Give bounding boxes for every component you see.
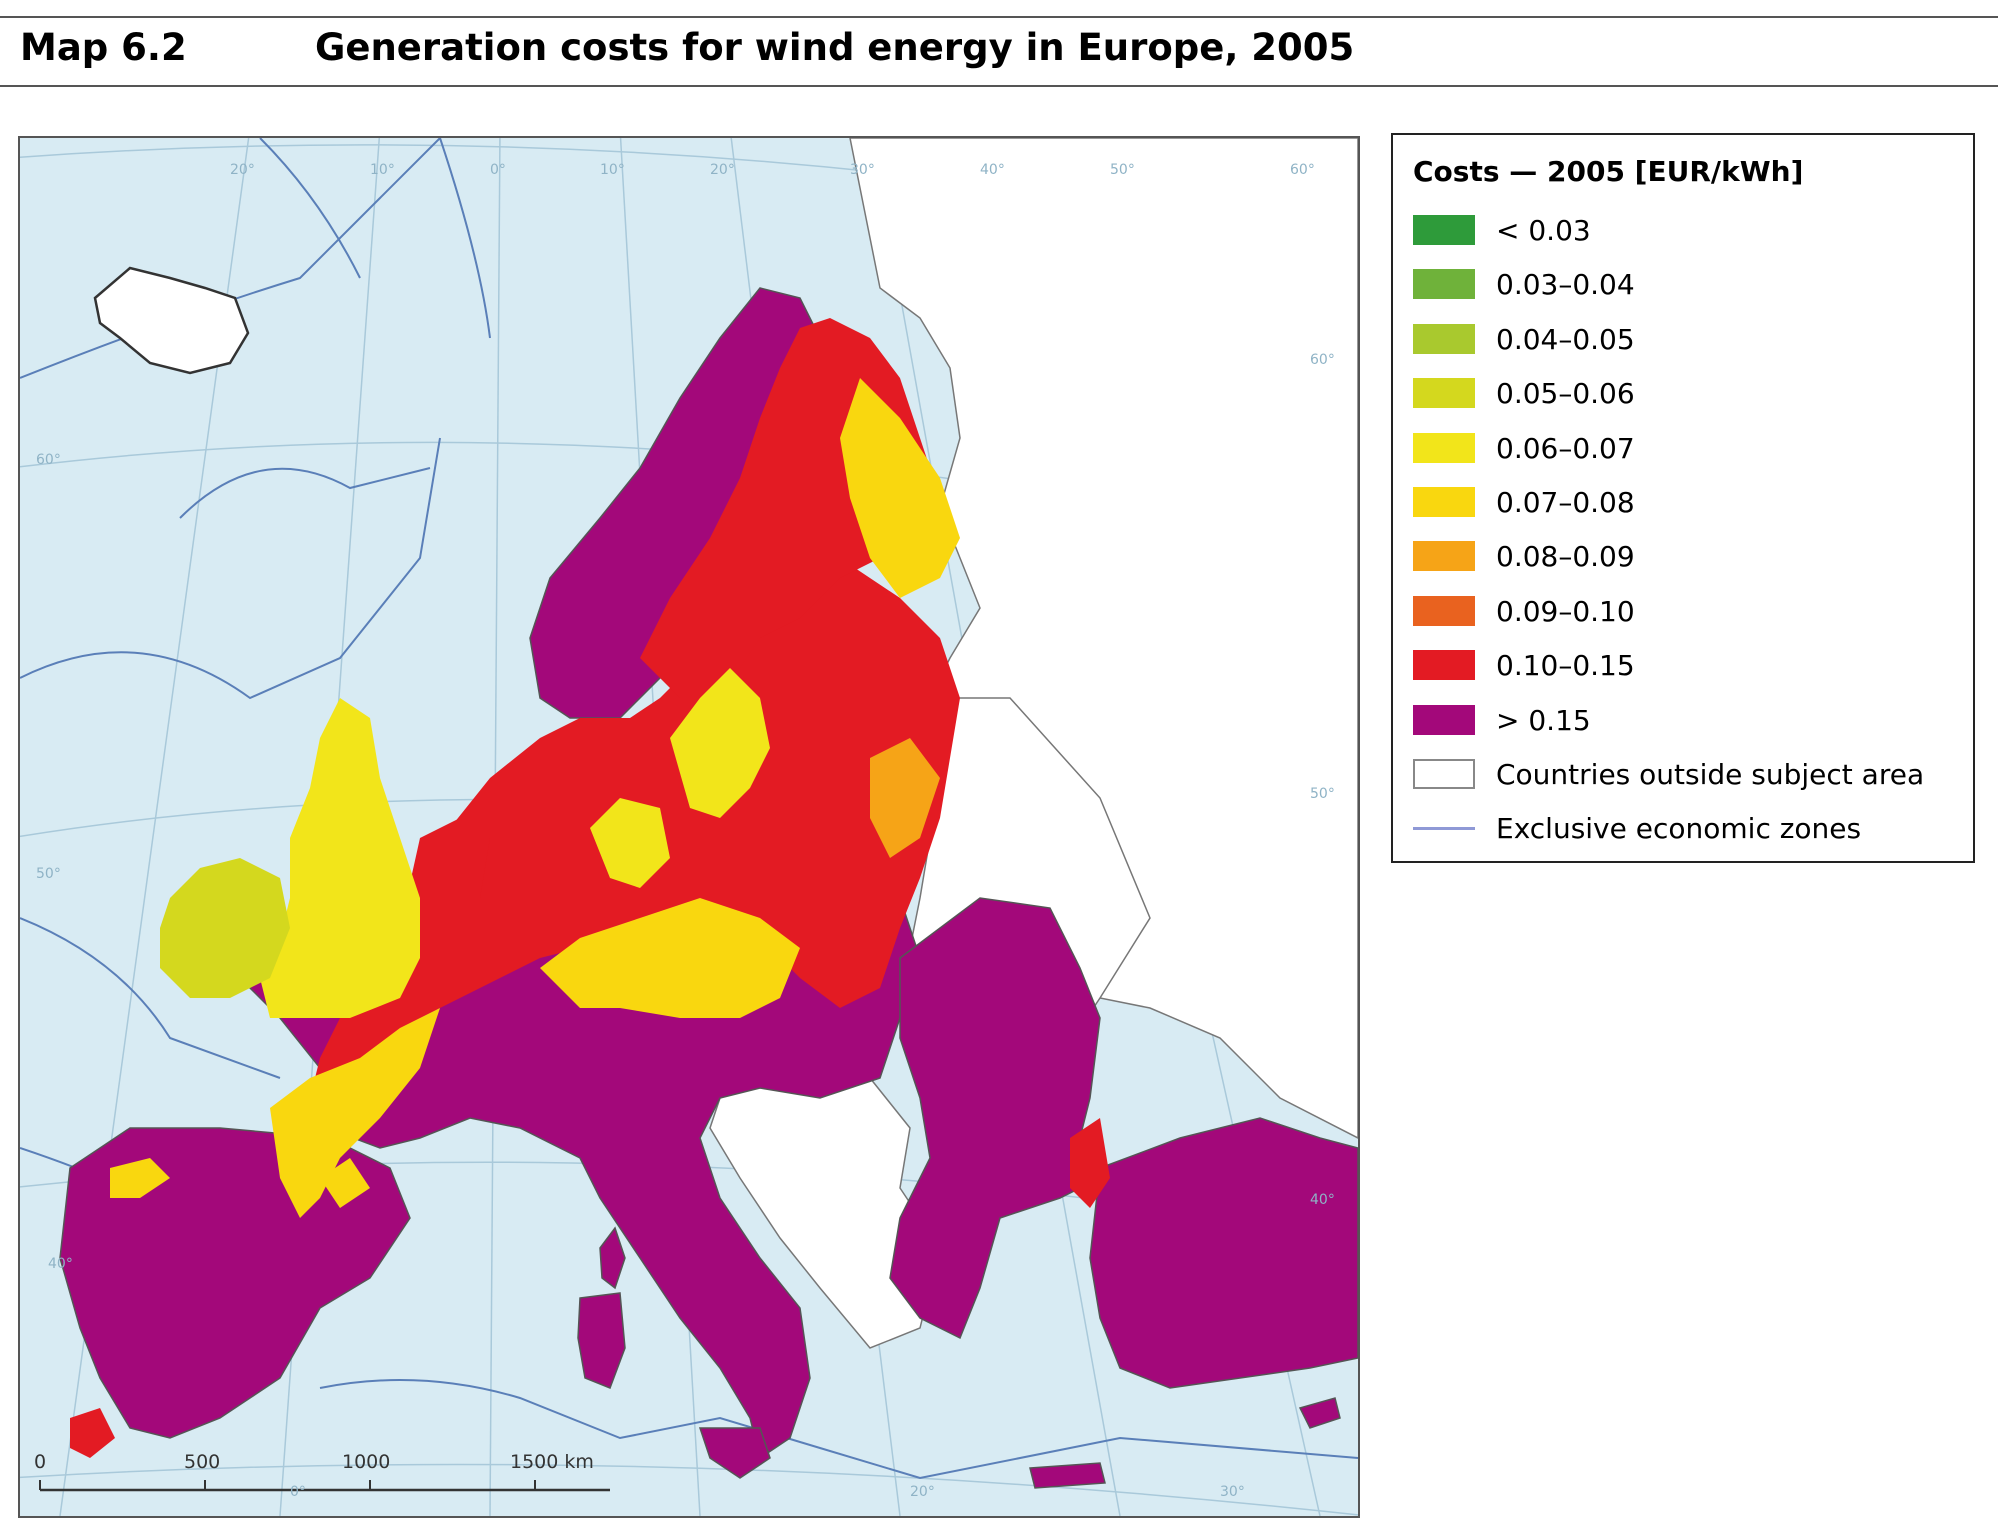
map-title: Generation costs for wind energy in Euro… — [315, 26, 1355, 69]
graticule-label: 60° — [1310, 352, 1335, 368]
turkey-cost-region — [1089, 1117, 1358, 1389]
graticule-label: 0° — [490, 162, 506, 178]
graticule-label: 40° — [48, 1256, 73, 1272]
yellow-band-denmark — [590, 798, 670, 888]
legend-label: 0.10–0.15 — [1496, 649, 1635, 683]
yellow-band-northern-france — [320, 1158, 370, 1208]
yellow-band-iberia-north — [110, 1158, 170, 1198]
scale-label-500: 500 — [184, 1451, 220, 1473]
yellow-band-germany-poland — [540, 898, 800, 1018]
yellow-band-sweden — [670, 668, 770, 818]
sardinia-cost-region — [577, 1292, 626, 1389]
legend-label: 0.07–0.08 — [1496, 486, 1635, 519]
scale-label-1000: 1000 — [342, 1451, 390, 1473]
legend-label: 0.08–0.09 — [1496, 540, 1635, 574]
graticule-label: 0° — [290, 1484, 306, 1500]
graticule-parallel-30 — [20, 1463, 1358, 1516]
legend-item: Exclusive economic zones — [1413, 811, 1973, 847]
yellow-band-ireland — [160, 858, 290, 998]
legend-swatch — [1413, 432, 1475, 463]
eez-line — [20, 917, 281, 1079]
graticule-label: 20° — [910, 1484, 935, 1500]
graticule-label: 60° — [1290, 162, 1315, 178]
top-rule — [0, 16, 1998, 18]
legend-label: 0.03–0.04 — [1496, 268, 1635, 302]
legend-label: 0.05–0.06 — [1496, 377, 1635, 411]
map-number: Map 6.2 — [20, 26, 187, 69]
eez-line — [319, 1379, 1358, 1480]
legend-swatch — [1413, 215, 1475, 245]
iceland-landmass — [93, 266, 250, 375]
graticule-label: 40° — [1310, 1192, 1335, 1208]
graticule-label: 10° — [600, 162, 625, 178]
graticule-label: 20° — [230, 162, 255, 178]
graticule-labels: 20° 10° 0° 10° 20° 30° 40° 50° 60° 60° 6… — [36, 162, 1335, 1500]
scale-bar: 0 500 1000 1500 km — [34, 1451, 610, 1492]
red-band-low-countries — [400, 818, 490, 958]
bottom-rule — [0, 85, 1998, 87]
legend-label: > 0.15 — [1496, 703, 1591, 737]
legend-item: 0.04–0.05 — [1413, 322, 1973, 358]
graticule-label: 30° — [1220, 1484, 1245, 1500]
yellow-band-france-west — [270, 1008, 440, 1218]
eez-line — [439, 138, 491, 339]
legend-item: Countries outside subject area — [1413, 757, 1973, 793]
legend-item: 0.09–0.10 — [1413, 594, 1973, 630]
eez-line — [179, 467, 431, 519]
legend-item: 0.05–0.06 — [1413, 376, 1973, 412]
legend-item: 0.06–0.07 — [1413, 431, 1973, 467]
graticule-label: 10° — [370, 162, 395, 178]
legend-label: 0.04–0.05 — [1496, 322, 1635, 356]
graticule-label: 50° — [36, 866, 61, 882]
yellow-band-finland — [840, 378, 960, 598]
graticule-label: 20° — [710, 162, 735, 178]
map-panel[interactable]: 0 500 1000 1500 km 20° 10° 0° 10° 20° 30… — [18, 136, 1360, 1518]
graticule-label: 50° — [1110, 162, 1135, 178]
corsica-cost-region — [599, 1226, 626, 1290]
yellow-band-british-isles — [260, 698, 420, 1018]
europe-map: 0 500 1000 1500 km 20° 10° 0° 10° 20° 30… — [20, 138, 1358, 1516]
legend-item: 0.10–0.15 — [1413, 648, 1973, 684]
legend-label: < 0.03 — [1496, 214, 1591, 247]
legend-label: 0.09–0.10 — [1496, 594, 1635, 628]
legend-label: Countries outside subject area — [1496, 758, 1925, 791]
legend-swatch — [1413, 595, 1475, 626]
sicily-cost-region — [698, 1427, 771, 1479]
yellow-band-baltic — [870, 738, 940, 858]
outside-subject-area — [709, 138, 1358, 1349]
legend-swatch — [1413, 323, 1475, 354]
graticule-label: 30° — [850, 162, 875, 178]
cyprus-cost-region — [1298, 1397, 1341, 1429]
legend-item: < 0.03 — [1413, 213, 1973, 249]
eez-line — [20, 437, 441, 700]
graticule-label: 60° — [36, 452, 61, 468]
eez-line — [259, 138, 361, 279]
legend-swatch — [1413, 650, 1475, 681]
legend-panel: Costs — 2005 [EUR/kWh] < 0.03 0.03–0.04 0.… — [1391, 133, 1975, 863]
cost-band-yellow — [110, 378, 960, 1218]
legend-swatch — [1413, 704, 1475, 735]
legend-eez-line — [1413, 827, 1475, 831]
scale-label-0: 0 — [34, 1451, 46, 1473]
crete-cost-region — [1029, 1462, 1106, 1489]
legend-swatch — [1413, 269, 1475, 300]
red-band-black-sea-coast — [1070, 1118, 1110, 1208]
graticule-label: 40° — [980, 162, 1005, 178]
legend-title: Costs — 2005 [EUR/kWh] — [1413, 155, 1804, 188]
legend-swatch — [1413, 487, 1475, 517]
legend-item: > 0.15 — [1413, 703, 1973, 739]
graticule-label: 50° — [1310, 786, 1335, 802]
legend-item: 0.07–0.08 — [1413, 485, 1973, 521]
legend-swatch — [1413, 541, 1475, 572]
scale-label-1500: 1500 km — [510, 1451, 594, 1473]
legend-label: Exclusive economic zones — [1496, 812, 1862, 846]
red-band-iberia-coast — [70, 1408, 115, 1458]
legend-swatch — [1413, 378, 1475, 409]
southeast-europe-cost-region — [889, 897, 1102, 1340]
legend-item: 0.08–0.09 — [1413, 539, 1973, 575]
legend-swatch — [1413, 759, 1475, 789]
legend-label: 0.06–0.07 — [1496, 431, 1635, 465]
legend-item: 0.03–0.04 — [1413, 267, 1973, 303]
